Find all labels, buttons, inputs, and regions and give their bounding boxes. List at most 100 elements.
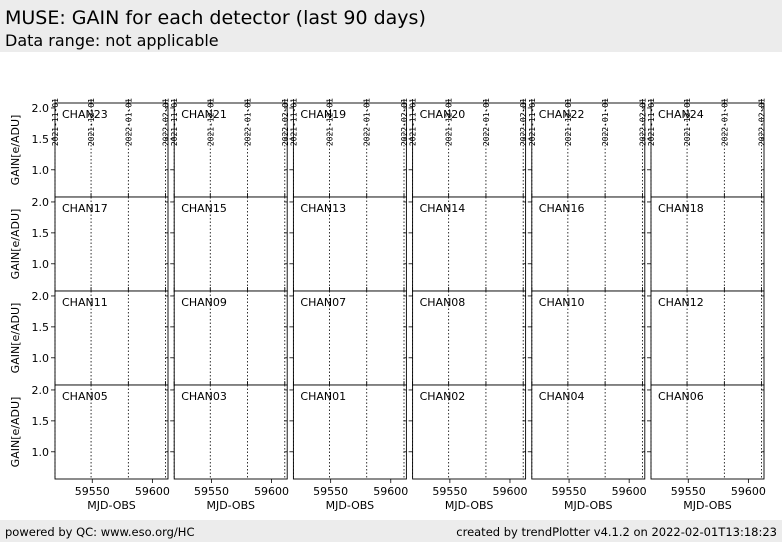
panel: CHAN12 (647, 287, 765, 389)
panel: 59550 59600 CHAN04 MJD-OBS (527, 381, 647, 512)
top-tick-label: 2021-12-01 (206, 98, 215, 146)
panel-title: CHAN20 (420, 108, 466, 121)
panel: CHAN14 (408, 193, 527, 295)
panel-title: CHAN18 (658, 202, 704, 215)
y-axis-label: GAIN[e/ADU] (9, 115, 22, 186)
top-tick-label: 2021-12-01 (325, 98, 334, 146)
panel-title: CHAN16 (539, 202, 585, 215)
y-tick-label: 1.0 (32, 352, 50, 365)
x-tick-label: 59550 (313, 485, 348, 498)
y-tick-label: 1.0 (32, 164, 50, 177)
panel: 2021-11-01 2021-12-01 2022-01-01 2022-02-01… (408, 98, 528, 201)
plot-area (54, 196, 169, 292)
x-tick-label: 59550 (671, 485, 706, 498)
panel-title: CHAN23 (62, 108, 108, 121)
y-tick-label: 1.5 (32, 227, 50, 240)
panel-title: CHAN06 (658, 390, 704, 403)
panel: CHAN15 (170, 193, 288, 295)
panel-title: CHAN03 (181, 390, 227, 403)
plot-area (531, 290, 646, 386)
plot-area (412, 102, 527, 198)
top-tick-label: 2022-01-01 (720, 98, 729, 146)
x-tick-label: 59550 (552, 485, 587, 498)
panel: 2021-11-01 2021-12-01 2022-01-01 2022-02-01… (527, 98, 647, 201)
y-tick-label: 1.5 (32, 133, 50, 146)
x-tick-label: 59550 (75, 485, 110, 498)
page-subtitle: Data range: not applicable (5, 31, 219, 50)
footer-right: created by trendPlotter v4.1.2 on 2022-0… (456, 525, 777, 539)
panel-title: CHAN02 (420, 390, 466, 403)
panel: 59550 59600 1.0 1.5 2.0 CHAN05 MJD-OBS GAIN[e/A… (9, 381, 170, 512)
panel: CHAN07 (289, 287, 407, 389)
panel: CHAN18 (647, 193, 765, 295)
panel: CHAN16 (527, 193, 646, 295)
top-tick-label: 2021-12-01 (445, 98, 454, 146)
plot-area (412, 196, 527, 292)
panel-title: CHAN01 (300, 390, 346, 403)
x-axis-label: MJD-OBS (564, 499, 612, 512)
top-tick-label: 2022-01-01 (482, 98, 491, 146)
panel-title: CHAN17 (62, 202, 108, 215)
y-tick-label: 1.5 (32, 415, 50, 428)
top-tick-label: 2021-12-01 (683, 98, 692, 146)
plot-area (650, 196, 765, 292)
panel-title: CHAN10 (539, 296, 585, 309)
panel-title: CHAN12 (658, 296, 704, 309)
x-axis-label: MJD-OBS (445, 499, 493, 512)
top-tick-label: 2021-11-01 (647, 98, 656, 146)
x-tick-label: 59600 (135, 485, 170, 498)
plot-area (54, 102, 169, 198)
panel: 2021-11-01 2021-12-01 2022-01-01 2022-02-01… (289, 98, 409, 201)
top-tick-label: 2021-11-01 (289, 98, 298, 146)
top-tick-label: 2022-02-01 (281, 98, 290, 146)
plot-area (412, 384, 527, 480)
plot-area (531, 196, 646, 292)
x-tick-label: 59600 (492, 485, 527, 498)
panel-title: CHAN04 (539, 390, 585, 403)
x-axis-label: MJD-OBS (206, 499, 254, 512)
y-tick-label: 2.0 (32, 384, 50, 397)
panel-title: CHAN15 (181, 202, 227, 215)
panel-title: CHAN11 (62, 296, 108, 309)
top-tick-label: 2022-01-01 (601, 98, 610, 146)
footer-left: powered by QC: www.eso.org/HC (5, 525, 194, 539)
top-tick-label: 2022-02-01 (758, 98, 767, 146)
y-axis-label: GAIN[e/ADU] (9, 397, 22, 468)
x-axis-label: MJD-OBS (87, 499, 135, 512)
y-tick-label: 2.0 (32, 102, 50, 115)
page-title: MUSE: GAIN for each detector (last 90 da… (5, 7, 426, 29)
footer-band (0, 520, 782, 542)
x-tick-label: 59600 (254, 485, 289, 498)
x-tick-label: 59600 (373, 485, 408, 498)
panel: 59550 59600 CHAN02 MJD-OBS (408, 381, 527, 512)
y-axis-label: GAIN[e/ADU] (9, 303, 22, 374)
plot-area (650, 290, 765, 386)
y-tick-label: 1.0 (32, 258, 50, 271)
plot-area (54, 290, 169, 386)
plot-area (173, 102, 288, 198)
panel-title: CHAN22 (539, 108, 585, 121)
panel: 2021-11-01 2021-12-01 2022-01-01 2022-02-01… (170, 98, 290, 201)
x-tick-label: 59600 (612, 485, 647, 498)
y-tick-label: 1.0 (32, 446, 50, 459)
top-tick-label: 2021-11-01 (170, 98, 179, 146)
panel-title: CHAN13 (300, 202, 346, 215)
top-tick-label: 2021-12-01 (564, 98, 573, 146)
y-tick-label: 2.0 (32, 196, 50, 209)
plot-area (173, 384, 288, 480)
y-tick-label: 2.0 (32, 290, 50, 303)
panel: 2021-11-01 2021-12-01 2022-01-01 2022-02-01… (647, 98, 767, 201)
plot-area (531, 384, 646, 480)
x-tick-label: 59550 (432, 485, 467, 498)
x-axis-label: MJD-OBS (326, 499, 374, 512)
plot-area (650, 384, 765, 480)
plot-area (54, 384, 169, 480)
top-tick-label: 2022-02-01 (400, 98, 409, 146)
panel: 59550 59600 CHAN03 MJD-OBS (170, 381, 289, 512)
panel: CHAN10 (527, 287, 646, 389)
panel-title: CHAN21 (181, 108, 227, 121)
top-tick-label: 2021-11-01 (51, 98, 60, 146)
top-tick-label: 2022-01-01 (124, 98, 133, 146)
panel-title: CHAN07 (300, 296, 346, 309)
